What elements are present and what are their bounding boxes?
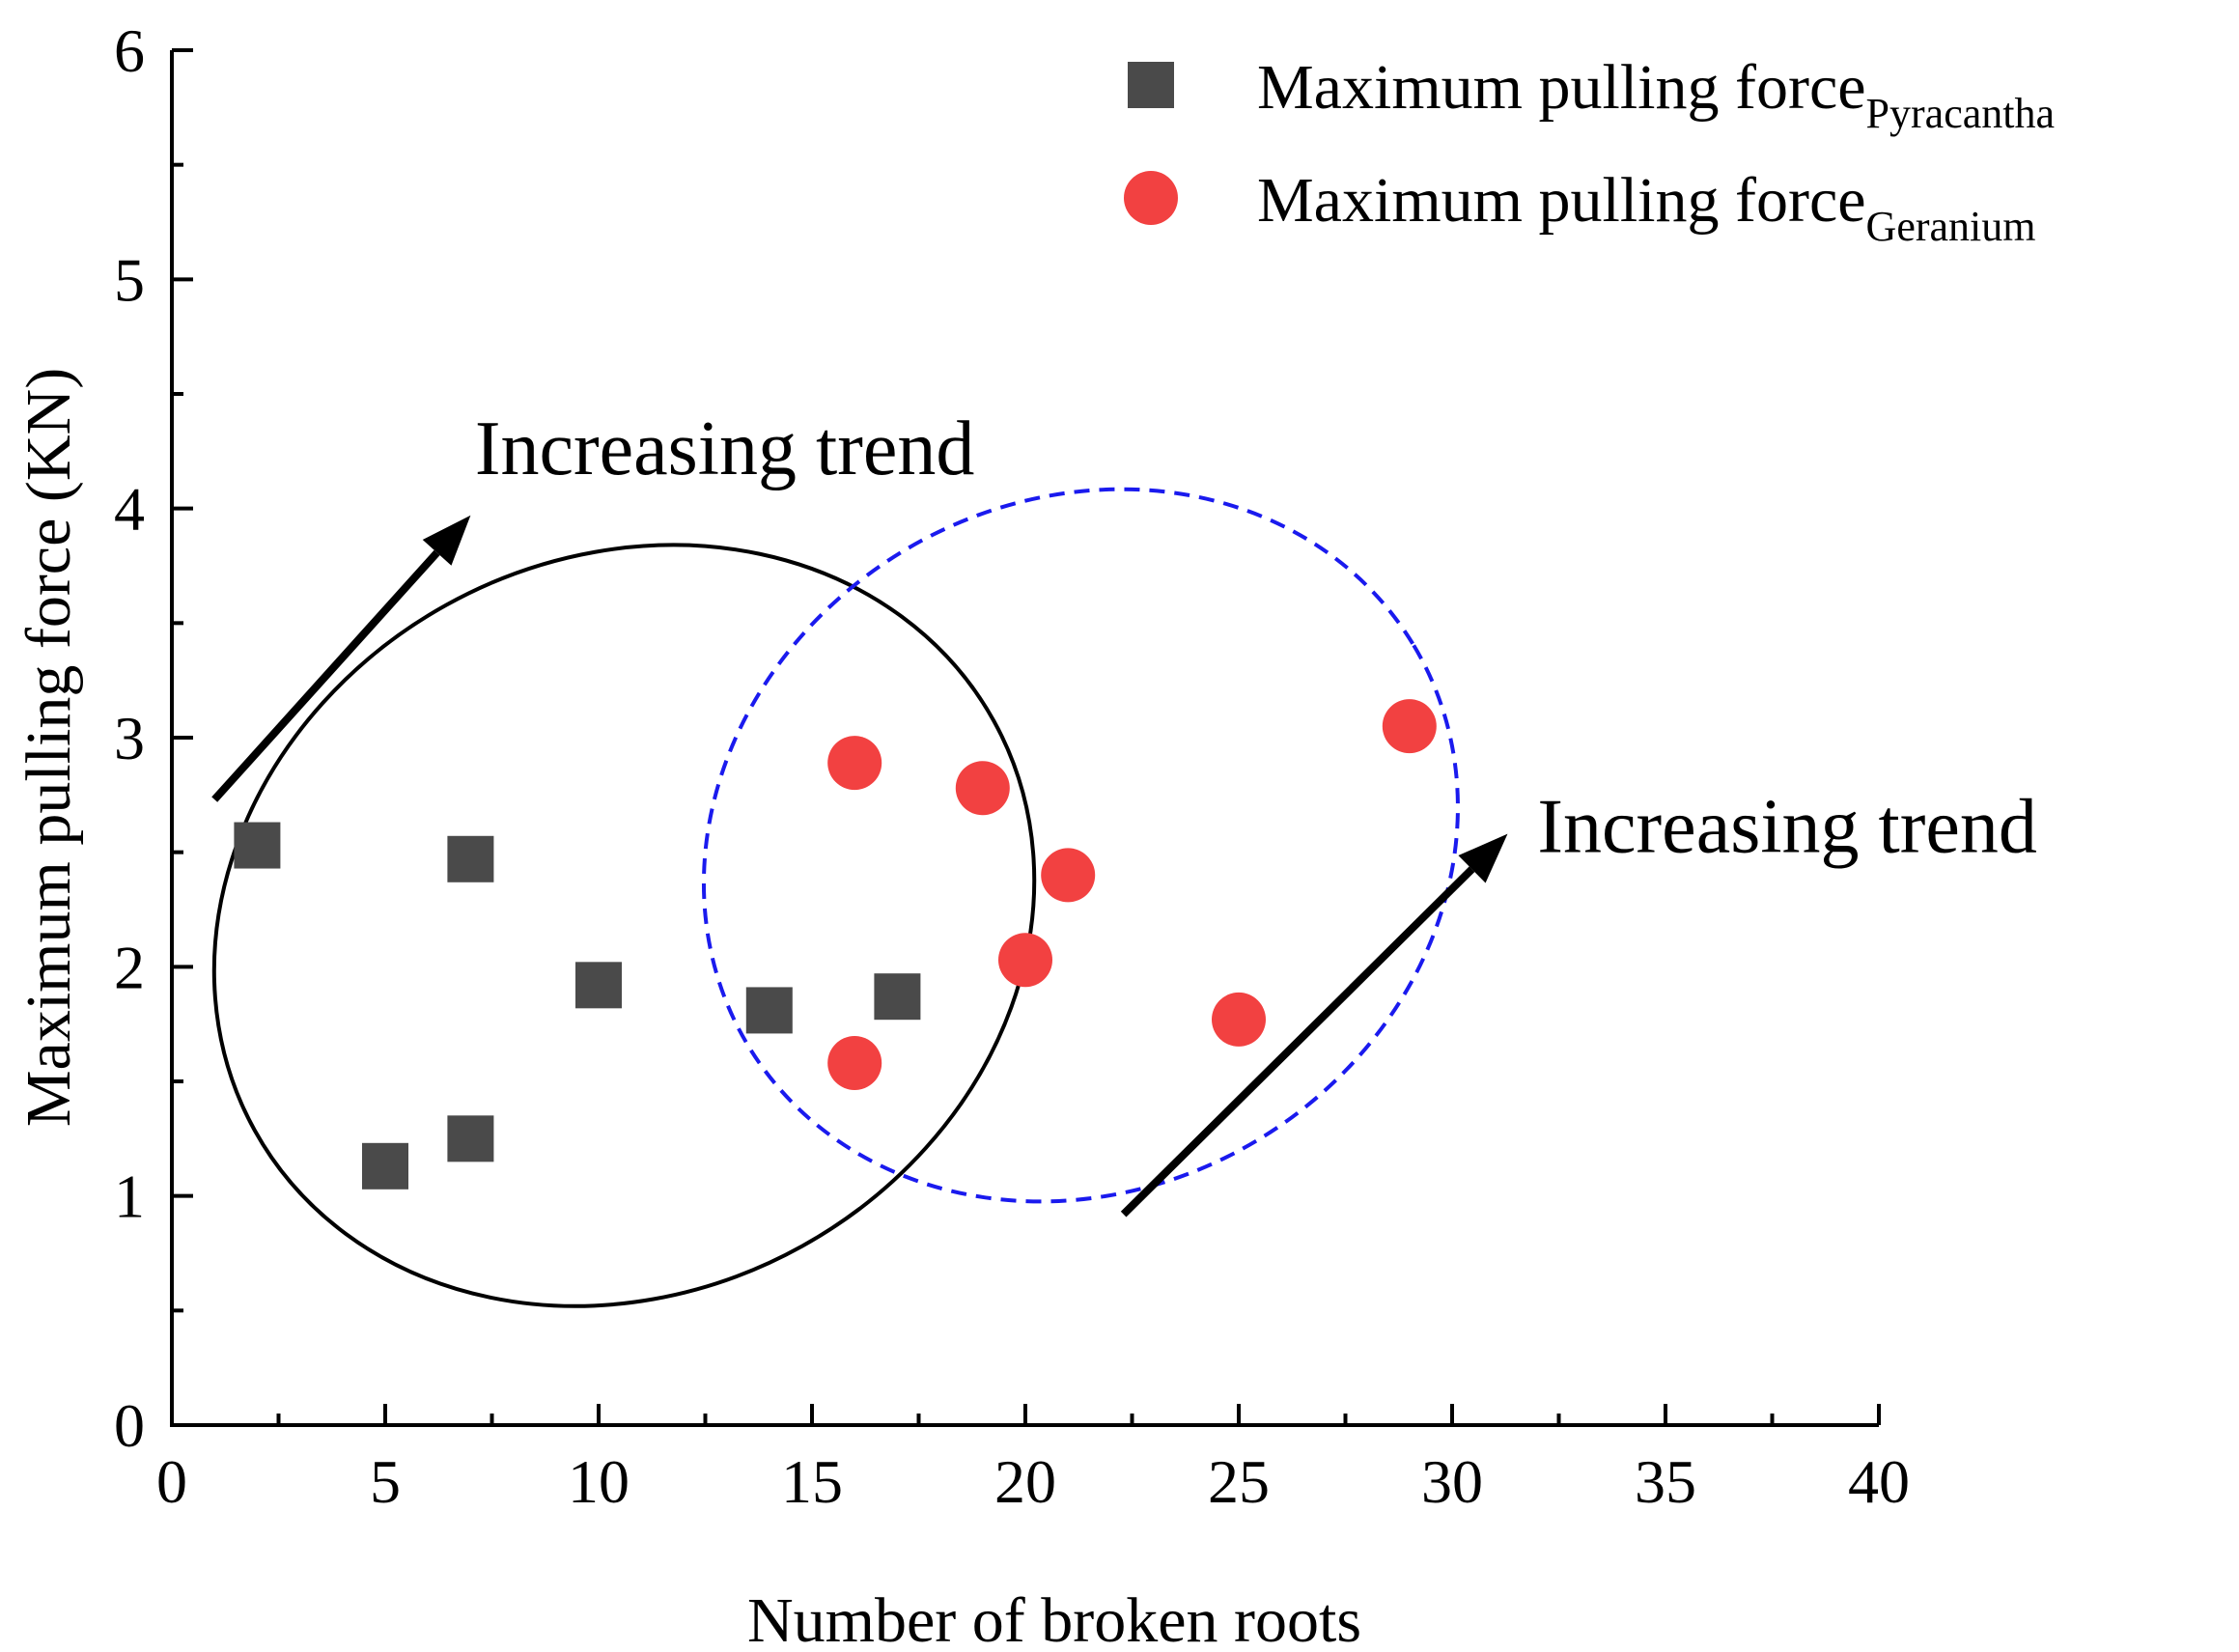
legend-label-main: Maximum pulling force [1257,165,1866,236]
y-tick-label: 5 [114,245,145,314]
x-axis-title: Number of broken roots [747,1585,1361,1652]
x-tick-label: 10 [568,1447,630,1516]
geranium-point [1041,848,1096,903]
trend-annotation-text: Increasing trend [1537,785,2037,870]
pyracantha-point [745,987,793,1034]
y-axis-title: Maximum pulling force (KN) [14,368,84,1127]
pyracantha-point [362,1142,408,1190]
x-tick-label: 40 [1848,1447,1910,1516]
legend-label-subscript: Pyracantha [1866,90,2055,137]
grouping-ellipses [211,487,1460,1308]
y-tick-label: 0 [114,1391,145,1460]
legend-label-subscript: Geranium [1866,203,2036,250]
legend-label: Maximum pulling forcePyracantha [1257,52,2055,137]
x-tick-label: 30 [1421,1447,1483,1516]
x-tick-label: 15 [781,1447,843,1516]
axes: 0 5 10 15 20 25 30 35 40 0 1 2 3 4 5 6 Number of broken … [14,16,1910,1652]
trend-arrow-head [1458,833,1508,883]
y-tick-label: 1 [114,1162,145,1231]
pyracantha-point [575,962,622,1009]
legend-square-marker [1128,62,1174,108]
x-tick-label: 20 [994,1447,1056,1516]
y-tick-label: 4 [114,475,145,544]
geranium-point [1382,699,1437,754]
geranium-point [955,761,1010,816]
geranium-point [827,736,882,791]
pyracantha-point [874,973,921,1021]
pyracantha-group-ellipse [211,543,1037,1308]
trend-arrow-head [422,515,471,566]
annotations: Increasing trend Increasing trend [211,406,2037,1218]
legend-label-main: Maximum pulling force [1257,52,1866,123]
trend-annotation-text: Increasing trend [475,406,975,491]
pyracantha-point [447,1115,494,1162]
geranium-point [1212,992,1266,1047]
trend-arrow-shaft [1120,866,1475,1218]
x-tick-label: 5 [370,1447,401,1516]
legend-circle-marker [1124,171,1178,225]
y-tick-label: 3 [114,704,145,772]
y-tick-label: 2 [114,933,145,1001]
pyracantha-point [447,835,494,882]
legend-label: Maximum pulling forceGeranium [1257,165,2035,250]
y-tick-label: 6 [114,16,145,85]
x-tick-label: 0 [156,1447,187,1516]
pyracantha-point [234,822,281,869]
x-tick-label: 25 [1208,1447,1270,1516]
x-tick-label: 35 [1635,1447,1696,1516]
data-points [234,699,1437,1190]
geranium-group-ellipse [701,487,1460,1204]
trend-arrow-shaft [211,549,440,802]
geranium-point [827,1036,882,1091]
geranium-point [998,933,1052,988]
